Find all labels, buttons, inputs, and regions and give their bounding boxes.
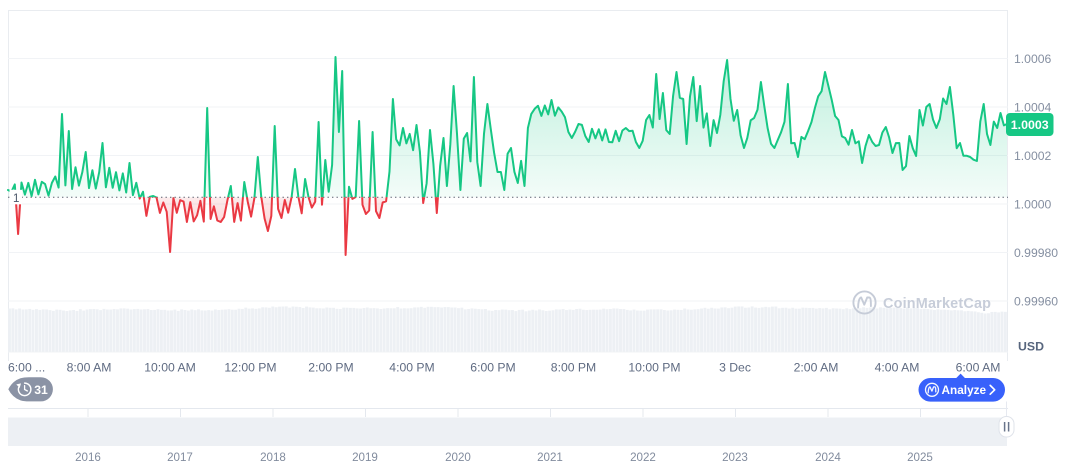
svg-text:2021: 2021: [537, 451, 563, 464]
svg-text:1: 1: [13, 193, 19, 205]
svg-text:4:00 AM: 4:00 AM: [875, 361, 920, 375]
svg-text:8:00 PM: 8:00 PM: [551, 361, 596, 375]
svg-text:6:00 AM: 6:00 AM: [956, 361, 1001, 375]
svg-text:2:00 PM: 2:00 PM: [308, 361, 353, 375]
svg-text:12:00 PM: 12:00 PM: [224, 361, 276, 375]
svg-text:2023: 2023: [722, 451, 748, 464]
svg-text:Analyze: Analyze: [942, 383, 987, 397]
svg-text:1.0000: 1.0000: [1014, 198, 1051, 212]
svg-text:2016: 2016: [75, 451, 101, 464]
svg-text:2025: 2025: [907, 451, 933, 464]
svg-text:8:00 AM: 8:00 AM: [67, 361, 112, 375]
svg-text:2024: 2024: [815, 451, 841, 464]
svg-text:1.0006: 1.0006: [1014, 52, 1051, 66]
svg-text:USD: USD: [1018, 340, 1044, 354]
svg-text:2022: 2022: [630, 451, 656, 464]
svg-text:2018: 2018: [260, 451, 286, 464]
svg-text:CoinMarketCap: CoinMarketCap: [883, 296, 991, 312]
svg-text:2:00 AM: 2:00 AM: [794, 361, 839, 375]
svg-text:0.99960: 0.99960: [1014, 295, 1058, 309]
svg-text:3 Dec: 3 Dec: [719, 361, 751, 375]
svg-text:31: 31: [34, 383, 48, 397]
svg-text:6:00 PM: 6:00 PM: [470, 361, 515, 375]
svg-text:4:00 PM: 4:00 PM: [389, 361, 434, 375]
svg-text:0.99980: 0.99980: [1014, 246, 1058, 260]
svg-text:10:00 AM: 10:00 AM: [144, 361, 196, 375]
svg-text:1.0002: 1.0002: [1014, 149, 1051, 163]
svg-text:2020: 2020: [445, 451, 471, 464]
svg-text:6:00 ...: 6:00 ...: [8, 361, 45, 375]
svg-text:2019: 2019: [352, 451, 378, 464]
svg-text:1.0004: 1.0004: [1014, 101, 1051, 115]
svg-text:10:00 PM: 10:00 PM: [628, 361, 680, 375]
svg-text:2017: 2017: [167, 451, 193, 464]
svg-text:1.0003: 1.0003: [1011, 118, 1049, 132]
